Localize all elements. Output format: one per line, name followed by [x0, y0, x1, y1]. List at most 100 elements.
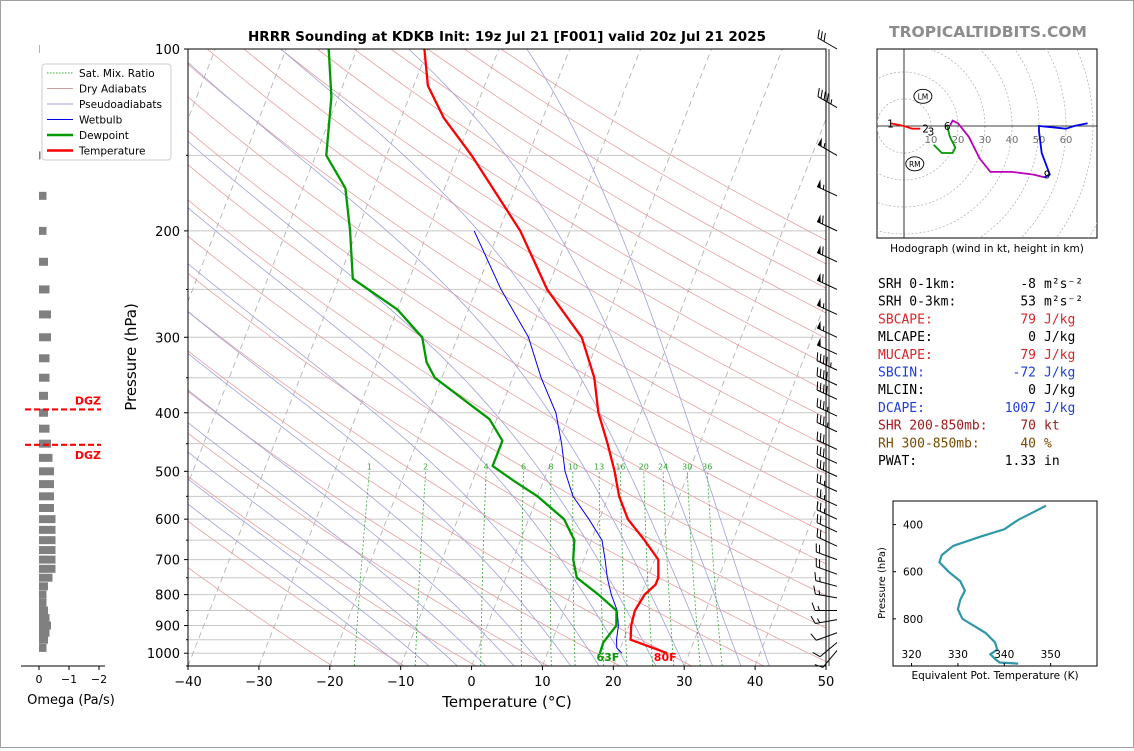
wind-barb-flag: [821, 90, 822, 98]
wind-barb-flag: [817, 501, 818, 510]
theta-e-y-tick-label: 600: [903, 567, 923, 579]
legend-label: Dewpoint: [79, 130, 129, 142]
storm-motion-label: RM: [909, 160, 921, 169]
hodograph-ring-label: 40: [1006, 135, 1019, 146]
x-tick-label: 40: [747, 675, 764, 690]
isotherm-line: [542, 49, 782, 666]
index-label: MUCAPE:: [878, 348, 933, 363]
wind-barb-flag: [820, 354, 821, 363]
mixing-ratio-label: 16: [615, 462, 625, 471]
index-label: DCAPE:: [878, 401, 925, 416]
index-label: SRH 0-1km:: [878, 277, 956, 292]
y-tick-label: 600: [155, 513, 180, 528]
mixing-ratio-label: 6: [521, 462, 526, 471]
omega-bar: [39, 644, 47, 652]
skewt-profiles: [326, 49, 667, 653]
legend-label: Pseudoadiabats: [79, 99, 162, 111]
mixing-ratio-line: [481, 471, 486, 666]
index-unit: m²s⁻²: [1044, 277, 1083, 292]
omega-bar: [39, 258, 48, 266]
index-label: SRH 0-3km:: [878, 295, 956, 310]
wind-barb-half-flag: [831, 99, 832, 104]
omega-bar: [39, 556, 56, 564]
wind-barb-flag: [817, 488, 818, 497]
wind-barb-flag: [820, 400, 821, 409]
index-value: 0: [1028, 383, 1036, 398]
isotherm-line: [1, 49, 3, 666]
omega-bar: [39, 192, 47, 200]
wind-barb-flag: [817, 432, 818, 441]
omega-bar: [39, 227, 47, 235]
hodograph-height-label: 1: [887, 118, 894, 130]
wind-barb-flag: [823, 401, 824, 410]
wind-barb-flag: [823, 370, 824, 379]
omega-bar: [39, 467, 54, 475]
wind-barb-flag: [824, 33, 825, 41]
pseudoadiabat-line: [1, 108, 457, 666]
omega-bar: [39, 629, 50, 637]
omega-bar: [39, 546, 56, 554]
x-tick-label: −40: [174, 675, 201, 690]
omega-bar: [39, 599, 47, 607]
wetbulb-profile: [474, 231, 622, 653]
index-label: RH 300-850mb:: [878, 436, 980, 451]
x-tick-label: −20: [316, 675, 343, 690]
wind-barb-flag: [827, 372, 828, 381]
pseudoadiabat-line: [1, 86, 486, 666]
wind-barb-flag: [823, 448, 824, 457]
index-value: 1.33: [1005, 454, 1036, 469]
wind-barb-flag: [820, 489, 821, 498]
y-tick-label: 1000: [147, 647, 180, 662]
omega-bar: [39, 591, 47, 599]
wind-barb-flag: [820, 415, 821, 424]
omega-bar: [39, 582, 48, 590]
wind-barb-flag: [827, 93, 828, 101]
legend-label: Sat. Mix. Ratio: [79, 68, 155, 80]
mixing-ratio-label: 10: [568, 462, 578, 471]
x-tick-label: 10: [534, 675, 551, 690]
wind-barb-flag: [817, 381, 818, 390]
omega-bar: [39, 333, 51, 341]
wind-barb: [817, 298, 837, 315]
x-tick-label: 0: [467, 675, 475, 690]
wind-barb: [817, 398, 837, 416]
omega-bar: [39, 454, 53, 462]
wind-barb-flag: [822, 216, 823, 225]
omega-bar: [39, 285, 50, 293]
wind-barb-flag: [823, 384, 824, 393]
wind-barb-flag: [820, 369, 821, 378]
index-label: MLCIN:: [878, 383, 925, 398]
wind-barb: [817, 214, 837, 231]
mixing-ratio-label: 1: [367, 462, 372, 471]
wind-barb: [811, 616, 837, 623]
index-label: SBCIN:: [878, 366, 925, 381]
y-tick-label: 200: [155, 225, 180, 240]
theta-e-x-axis-label: Equivalent Pot. Temperature (K): [911, 670, 1078, 682]
wind-barb-flag: [823, 417, 824, 426]
wind-barb: [817, 367, 837, 385]
wind-barb: [816, 544, 837, 560]
wind-barb-flag: [818, 88, 819, 96]
omega-axis-label: Omega (Pa/s): [27, 693, 115, 708]
index-value: 0: [1028, 330, 1036, 345]
y-tick-label: 300: [155, 331, 180, 346]
x-tick-label: 20: [605, 675, 622, 690]
wind-barb-flag: [821, 31, 822, 39]
wind-barb-flag: [820, 447, 821, 456]
mixing-ratio-label: 30: [682, 462, 692, 471]
wind-barb-flag: [820, 475, 821, 484]
hodograph-ring-label: 60: [1060, 135, 1073, 146]
y-tick-label: 400: [155, 407, 180, 422]
mixing-ratio-label: 24: [658, 462, 668, 471]
surface-temperature-label: 80F: [654, 651, 677, 664]
wind-barb: [817, 338, 837, 355]
omega-bar: [39, 45, 40, 53]
omega-bar: [39, 607, 48, 615]
skewt-plot-frame: [188, 49, 826, 666]
index-value: -8: [1020, 277, 1036, 292]
omega-bar: [39, 425, 50, 433]
hodograph-height-label: 9: [1044, 170, 1051, 182]
wind-barb-staff: [816, 633, 837, 641]
index-value: 79: [1020, 348, 1036, 363]
